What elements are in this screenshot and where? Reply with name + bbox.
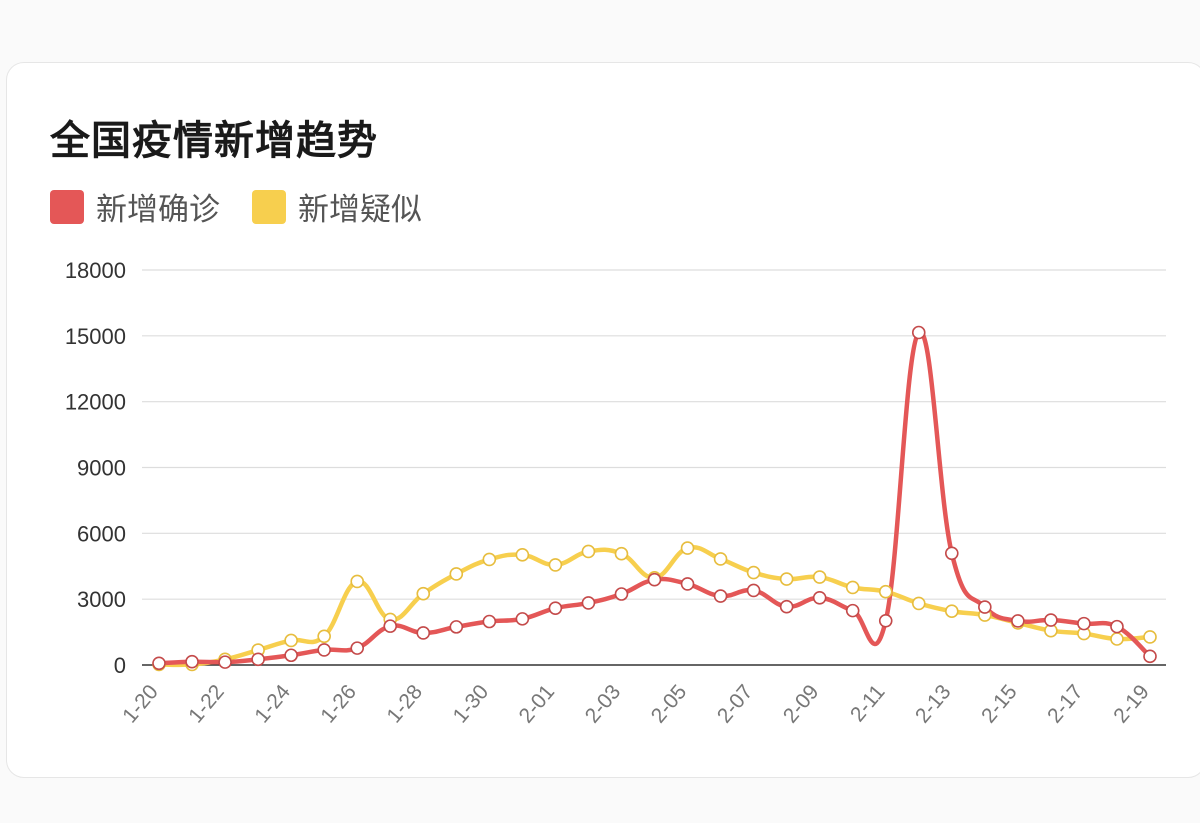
- x-tick-label: 2-11: [846, 680, 890, 726]
- data-point-suspected: [1110, 632, 1124, 646]
- data-point-confirmed: [812, 591, 827, 605]
- data-point-suspected: [350, 574, 365, 589]
- data-point-suspected: [911, 596, 926, 611]
- data-point-confirmed: [647, 572, 662, 587]
- x-tick-label: 2-05: [647, 680, 692, 727]
- x-tick-label: 2-13: [911, 680, 956, 727]
- data-point-confirmed: [218, 655, 232, 669]
- data-point-confirmed: [911, 325, 926, 340]
- data-point-confirmed: [1110, 619, 1124, 634]
- x-tick-label: 1-30: [449, 680, 494, 727]
- data-point-suspected: [944, 604, 959, 619]
- legend-label-suspected: 新增疑似: [298, 192, 422, 228]
- data-point-confirmed: [482, 614, 497, 629]
- data-point-suspected: [548, 558, 563, 572]
- data-point-confirmed: [978, 600, 992, 614]
- legend-label-confirmed: 新增确诊: [96, 192, 220, 228]
- data-point-confirmed: [548, 601, 563, 615]
- data-point-confirmed: [383, 619, 398, 633]
- data-point-confirmed: [284, 648, 298, 663]
- y-tick-label: 15000: [65, 324, 126, 349]
- data-point-confirmed: [1011, 614, 1025, 628]
- y-tick-label: 6000: [77, 521, 126, 546]
- chart-title: 全国疫情新增趋势: [50, 118, 378, 164]
- x-tick-label: 2-07: [713, 680, 758, 727]
- data-point-confirmed: [449, 620, 464, 634]
- chart-legend: 新增确诊 新增疑似: [50, 184, 454, 229]
- data-point-suspected: [680, 541, 695, 555]
- data-point-suspected: [812, 570, 827, 584]
- data-point-confirmed: [746, 583, 761, 598]
- data-point-suspected: [449, 567, 464, 581]
- x-tick-label: 1-28: [382, 680, 427, 727]
- x-tick-label: 2-01: [515, 680, 560, 727]
- data-point-confirmed: [779, 599, 794, 614]
- data-point-confirmed: [581, 596, 596, 610]
- data-point-suspected: [746, 565, 761, 580]
- chart-card: [6, 62, 1200, 778]
- data-point-suspected: [779, 572, 794, 586]
- data-point-confirmed: [152, 656, 166, 671]
- x-tick-label: 1-26: [316, 680, 361, 727]
- data-point-suspected: [416, 586, 431, 601]
- x-tick-label: 2-19: [1109, 680, 1154, 727]
- data-point-suspected: [1143, 630, 1157, 644]
- data-point-confirmed: [680, 577, 695, 591]
- y-tick-label: 3000: [77, 587, 126, 612]
- x-tick-label: 2-17: [1043, 680, 1088, 727]
- x-tick-label: 1-22: [184, 680, 229, 727]
- y-tick-label: 18000: [65, 258, 126, 283]
- x-tick-label: 2-15: [977, 680, 1022, 727]
- data-point-confirmed: [614, 587, 629, 601]
- data-point-suspected: [614, 546, 629, 561]
- data-point-confirmed: [251, 652, 265, 667]
- data-point-confirmed: [185, 654, 199, 669]
- legend-item-confirmed[interactable]: 新增确诊: [50, 184, 220, 229]
- legend-swatch-suspected: [252, 189, 286, 224]
- data-point-confirmed: [317, 643, 331, 657]
- x-tick-label: 1-20: [118, 680, 163, 727]
- data-point-confirmed: [944, 546, 959, 561]
- data-point-suspected: [317, 629, 331, 644]
- data-point-confirmed: [1143, 649, 1157, 664]
- data-point-confirmed: [416, 626, 431, 640]
- x-tick-label: 2-03: [581, 680, 626, 727]
- data-point-confirmed: [845, 603, 860, 618]
- data-point-confirmed: [1077, 616, 1091, 631]
- data-point-suspected: [845, 580, 860, 595]
- data-point-suspected: [515, 548, 530, 562]
- legend-item-suspected[interactable]: 新增疑似: [252, 184, 422, 229]
- data-point-confirmed: [1044, 613, 1058, 627]
- y-tick-label: 12000: [65, 390, 126, 415]
- y-tick-label: 0: [114, 653, 126, 678]
- series-line-confirmed: [156, 329, 1153, 666]
- series-line-suspected: [156, 545, 1153, 668]
- data-point-confirmed: [713, 589, 728, 603]
- data-point-suspected: [284, 633, 298, 648]
- legend-swatch-confirmed: [50, 189, 84, 224]
- data-point-suspected: [878, 584, 893, 599]
- x-tick-label: 1-24: [250, 680, 295, 727]
- data-point-suspected: [581, 544, 596, 559]
- y-tick-label: 9000: [77, 456, 126, 481]
- data-point-suspected: [482, 552, 497, 567]
- data-point-confirmed: [515, 612, 530, 626]
- data-point-confirmed: [350, 641, 365, 655]
- x-tick-label: 2-09: [779, 680, 824, 727]
- data-point-confirmed: [878, 613, 893, 628]
- data-point-suspected: [713, 552, 728, 566]
